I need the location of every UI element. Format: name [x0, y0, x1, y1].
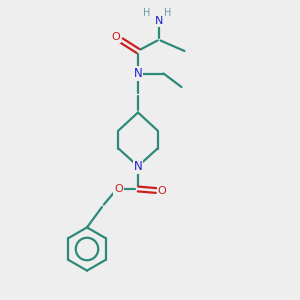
Text: H: H	[143, 8, 151, 19]
Text: O: O	[114, 184, 123, 194]
Text: H: H	[164, 8, 172, 19]
Text: N: N	[134, 160, 142, 173]
Text: O: O	[111, 32, 120, 42]
Text: N: N	[155, 16, 163, 26]
Text: O: O	[158, 185, 166, 196]
Text: N: N	[134, 67, 142, 80]
